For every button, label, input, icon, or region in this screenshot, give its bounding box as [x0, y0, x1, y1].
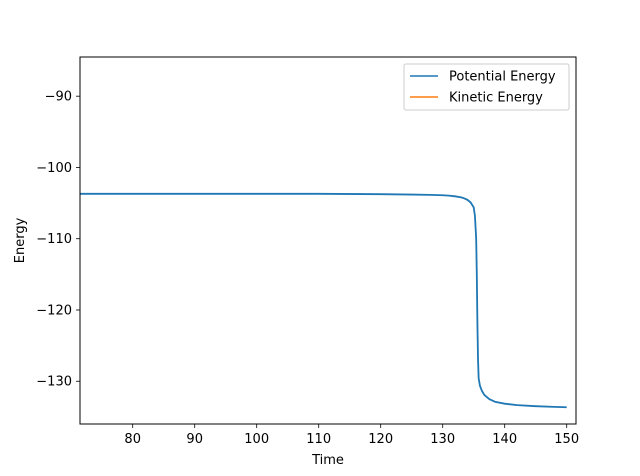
x-tick-label: 80	[124, 432, 141, 447]
x-tick-label: 100	[244, 432, 269, 447]
y-tick-label: −90	[45, 90, 72, 105]
plot-lines	[80, 192, 567, 409]
axes-frame	[79, 56, 577, 425]
x-axis-ticks: 80 90 100 110 120 130 140 150	[124, 424, 579, 447]
y-axis-label: Energy	[13, 217, 28, 263]
legend-box	[403, 63, 570, 111]
legend: Potential Energy Kinetic Energy	[403, 63, 570, 111]
y-tick-label: −100	[36, 161, 72, 176]
legend-label-potential-energy: Potential Energy	[449, 70, 556, 85]
x-tick-label: 130	[430, 432, 455, 447]
y-axis-ticks: −90 −100 −110 −120 −130	[36, 90, 80, 390]
x-axis-label: Time	[311, 453, 344, 468]
x-tick-label: 150	[554, 432, 579, 447]
x-tick-label: 120	[368, 432, 393, 447]
y-tick-label: −110	[36, 232, 72, 247]
y-tick-label: −120	[36, 303, 72, 318]
series-line-potential-energy	[80, 192, 567, 409]
x-tick-label: 90	[186, 432, 203, 447]
x-tick-label: 110	[306, 432, 331, 447]
x-tick-label: 140	[492, 432, 517, 447]
legend-label-kinetic-energy: Kinetic Energy	[449, 91, 543, 106]
y-tick-label: −130	[36, 375, 72, 390]
